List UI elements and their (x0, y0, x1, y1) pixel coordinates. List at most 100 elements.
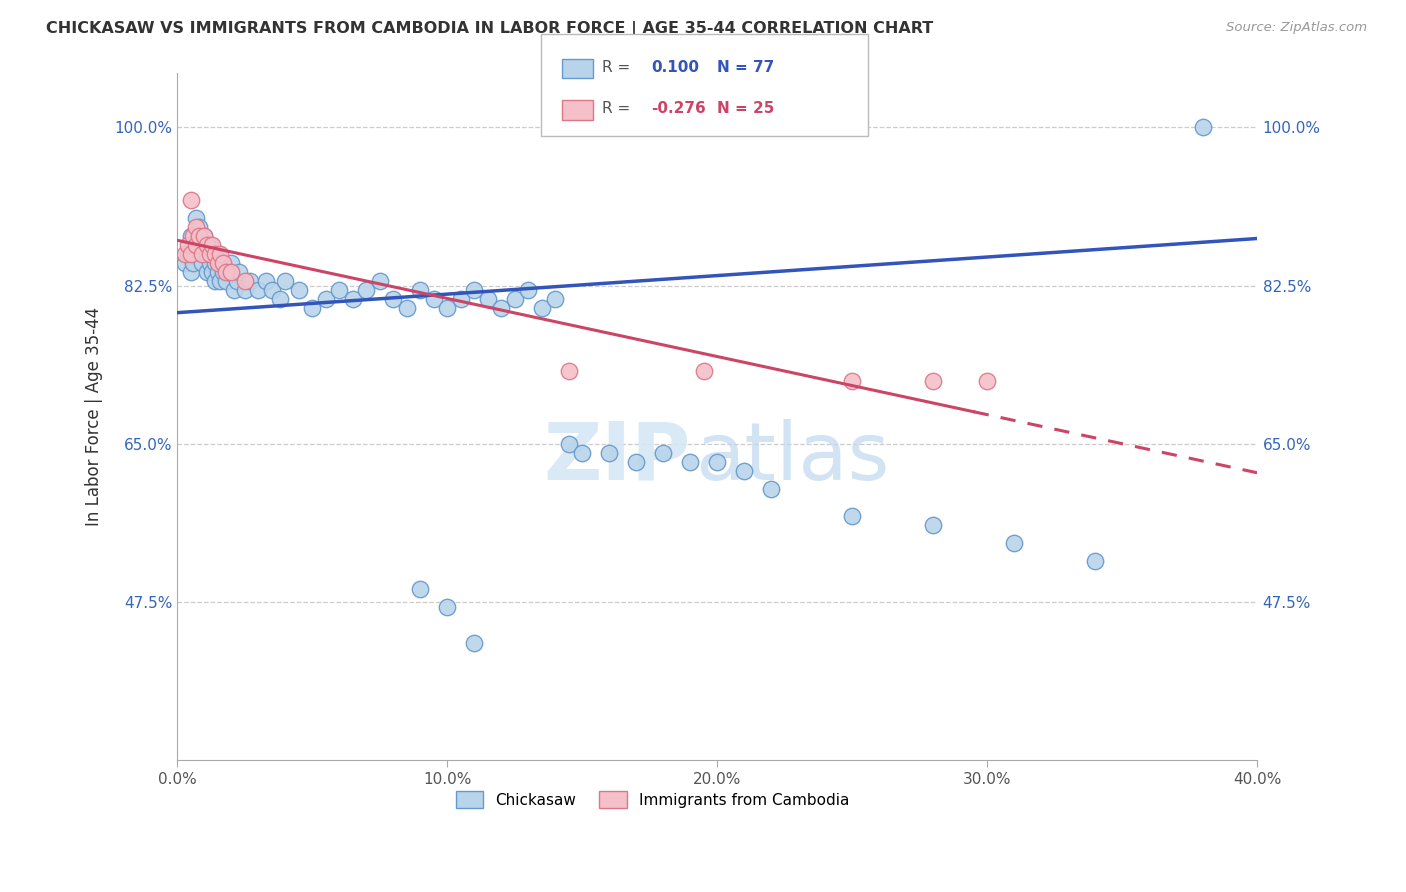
Point (463, 283, 485, 297)
Point (190, 237, 212, 252)
Point (254, 274, 277, 288)
Point (219, 256, 242, 270)
Point (180, 247, 202, 261)
Point (195, 247, 218, 261)
Point (183, 228, 205, 243)
Point (204, 256, 226, 270)
Point (274, 274, 297, 288)
Point (626, 455, 648, 469)
Point (1192, 120, 1215, 135)
Point (315, 292, 337, 306)
Point (174, 247, 197, 261)
Point (215, 274, 238, 288)
Point (693, 364, 716, 378)
Point (922, 518, 945, 533)
Point (841, 509, 863, 524)
Point (450, 292, 472, 306)
Point (233, 274, 256, 288)
Point (204, 247, 226, 261)
Text: CHICKASAW VS IMMIGRANTS FROM CAMBODIA IN LABOR FORCE | AGE 35-44 CORRELATION CHA: CHICKASAW VS IMMIGRANTS FROM CAMBODIA IN… (46, 21, 934, 37)
Point (436, 301, 458, 315)
Point (368, 274, 391, 288)
Point (301, 301, 323, 315)
Point (212, 265, 235, 279)
Point (436, 599, 458, 614)
Point (225, 274, 247, 288)
Text: R =: R = (602, 61, 636, 75)
Point (219, 265, 242, 279)
Text: atlas: atlas (696, 419, 890, 497)
Point (269, 292, 291, 306)
Point (1084, 554, 1107, 568)
Point (201, 247, 224, 261)
Point (183, 237, 205, 252)
Point (186, 247, 208, 261)
Point (652, 446, 675, 460)
Point (207, 256, 229, 270)
Point (328, 283, 350, 297)
Point (598, 446, 620, 460)
Point (204, 274, 226, 288)
Point (477, 292, 499, 306)
Point (517, 283, 540, 297)
Point (557, 364, 579, 378)
Text: N = 77: N = 77 (717, 61, 775, 75)
Point (260, 283, 283, 297)
Point (180, 193, 202, 207)
Point (193, 247, 215, 261)
Point (409, 582, 432, 596)
Point (177, 247, 200, 261)
Point (247, 283, 270, 297)
Point (530, 301, 553, 315)
Point (212, 256, 235, 270)
Point (207, 247, 229, 261)
Point (1002, 536, 1025, 550)
Point (239, 274, 262, 288)
Point (557, 437, 579, 451)
Text: N = 25: N = 25 (717, 102, 775, 116)
Text: Source: ZipAtlas.com: Source: ZipAtlas.com (1226, 21, 1367, 34)
Point (228, 265, 250, 279)
Point (198, 247, 221, 261)
Point (463, 636, 485, 650)
Point (544, 292, 567, 306)
Point (187, 219, 209, 234)
Point (193, 228, 215, 243)
Point (409, 283, 432, 297)
Point (207, 265, 229, 279)
Point (209, 256, 232, 270)
Point (193, 228, 215, 243)
Point (233, 283, 256, 297)
Point (382, 292, 405, 306)
Point (342, 292, 364, 306)
Point (177, 237, 200, 252)
Point (180, 228, 202, 243)
Point (218, 265, 240, 279)
Point (354, 283, 377, 297)
Text: R =: R = (602, 102, 636, 116)
Point (187, 237, 209, 252)
Point (761, 482, 783, 496)
Point (706, 455, 728, 469)
Point (201, 237, 224, 252)
Point (395, 301, 418, 315)
Point (187, 228, 209, 243)
Text: -0.276: -0.276 (651, 102, 706, 116)
Point (922, 374, 945, 388)
Point (190, 256, 212, 270)
Point (841, 374, 863, 388)
Point (195, 265, 218, 279)
Point (215, 265, 238, 279)
Point (186, 219, 208, 234)
Point (190, 247, 212, 261)
Point (209, 247, 232, 261)
Point (201, 265, 224, 279)
Point (186, 237, 208, 252)
Point (198, 237, 221, 252)
Point (198, 256, 221, 270)
Point (222, 283, 245, 297)
Point (571, 446, 593, 460)
Point (489, 301, 512, 315)
Point (183, 256, 205, 270)
Point (186, 211, 208, 225)
